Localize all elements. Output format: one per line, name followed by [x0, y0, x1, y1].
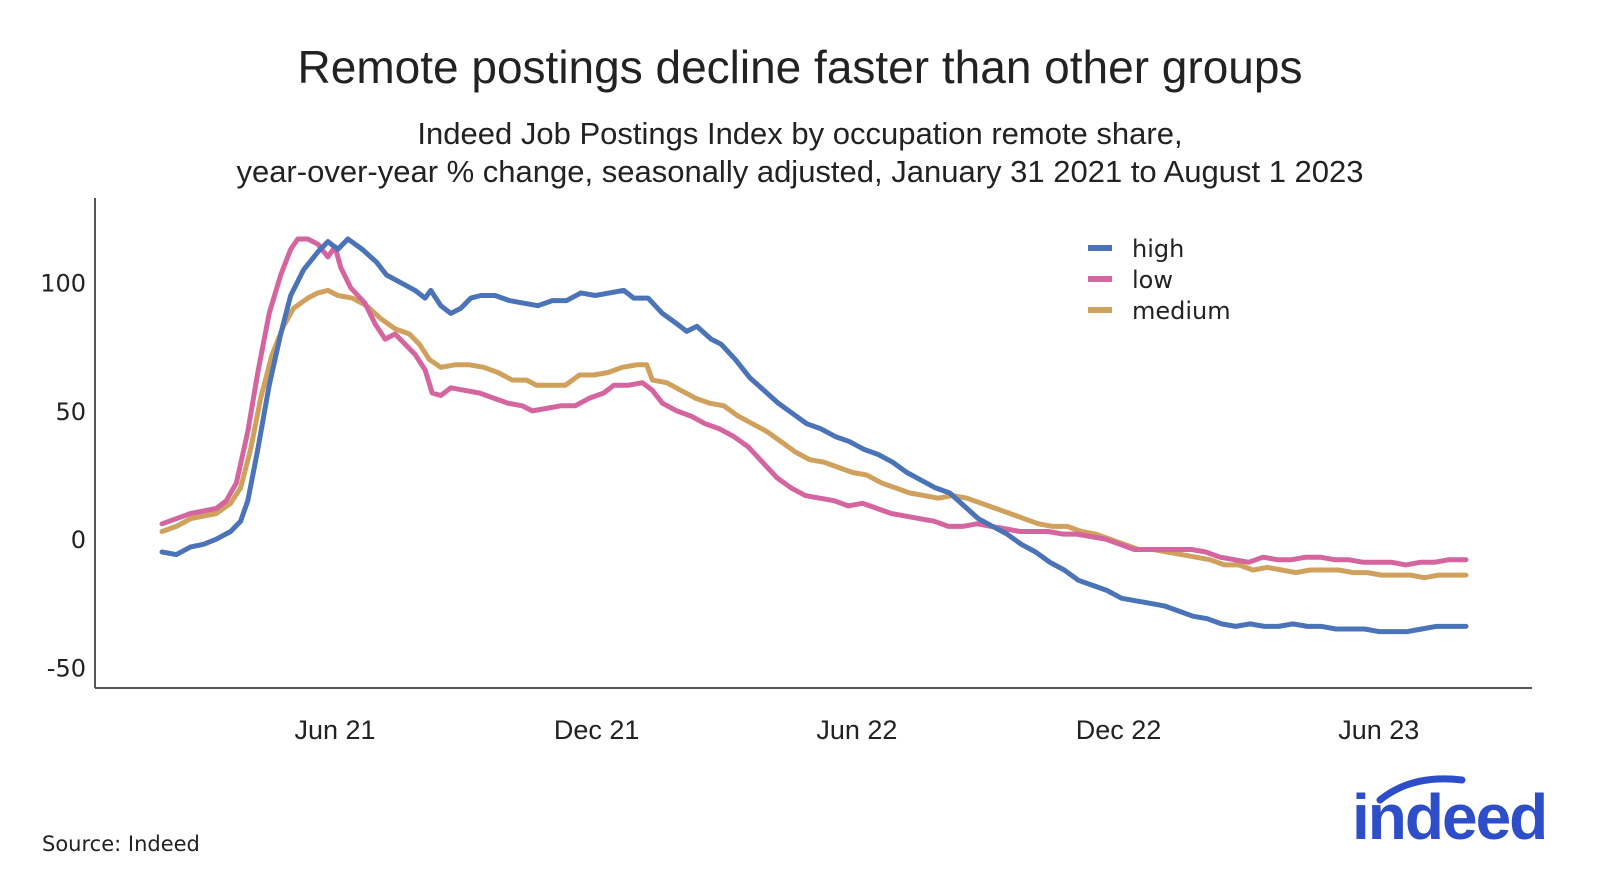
y-tick-label: 50: [55, 398, 86, 426]
y-tick-label: -50: [47, 654, 86, 682]
y-tick-label: 0: [71, 526, 86, 554]
x-tick-label: Jun 22: [816, 715, 897, 745]
indeed-logo: indeed: [1352, 770, 1552, 853]
logo-arc-icon: [1376, 775, 1466, 804]
legend-label-high: high: [1132, 235, 1184, 263]
legend: high low medium: [1088, 235, 1231, 325]
x-tick-label: Jun 21: [294, 715, 375, 745]
chart-subtitle-line-1: Indeed Job Postings Index by occupation …: [417, 116, 1183, 151]
x-tick-label: Dec 21: [554, 715, 640, 745]
series-line-low: [159, 236, 1469, 568]
x-tick-label: Dec 22: [1076, 715, 1162, 745]
y-tick-label: 100: [40, 270, 86, 298]
legend-label-low: low: [1132, 266, 1173, 294]
legend-label-medium: medium: [1132, 297, 1231, 325]
series-lines: [159, 236, 1469, 635]
logo-wordmark: indeed: [1352, 781, 1548, 853]
chart-subtitle-line-2: year-over-year % change, seasonally adju…: [236, 154, 1364, 189]
x-tick-label: Jun 23: [1338, 715, 1419, 745]
axes: [94, 198, 1532, 689]
tick-labels: 100 50 0 -50 Jun 21 Dec 21 Jun 22 Dec 22 Jun 23: [40, 270, 1419, 745]
source-note: Source: Indeed: [42, 832, 200, 856]
chart-title: Remote postings decline faster than othe…: [297, 41, 1303, 93]
series-line-high: [159, 236, 1469, 635]
series-line-medium: [159, 287, 1469, 581]
